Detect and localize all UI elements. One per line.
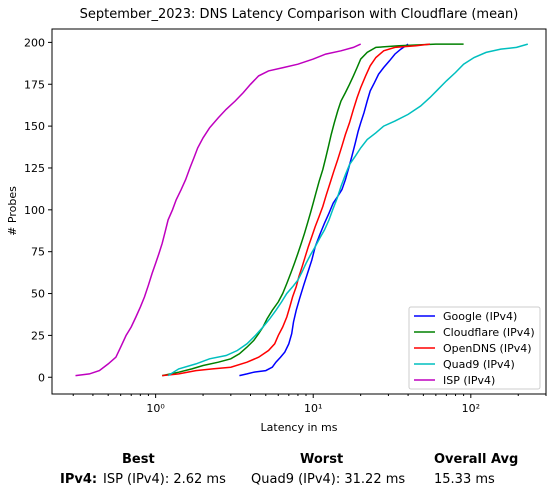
y-tick-label: 50 (31, 288, 45, 301)
summary-header-avg: Overall Avg (434, 452, 519, 467)
y-axis-label: # Probes (6, 186, 19, 236)
x-tick-label: 10² (462, 402, 480, 415)
summary-header-best: Best (122, 452, 155, 467)
axes-layer: 0 25 50 75 100 125 150 175 200 10⁰ 10¹ 10² (24, 36, 547, 415)
legend: Google (IPv4) Cloudflare (IPv4) OpenDNS (I… (408, 306, 541, 390)
legend-label-4: ISP (IPv4) (443, 374, 495, 387)
y-tick-label: 25 (31, 329, 45, 342)
y-tick-label: 0 (38, 371, 45, 384)
series-layer (75, 43, 529, 377)
summary-avg-value: 15.33 ms (434, 472, 495, 487)
legend-label-1: Cloudflare (IPv4) (443, 326, 535, 339)
summary-best-value: ISP (IPv4): 2.62 ms (103, 472, 226, 487)
series-line-1 (162, 43, 464, 377)
plot-frame (51, 28, 547, 395)
y-tick-label: 150 (24, 120, 45, 133)
y-tick-label: 200 (24, 36, 45, 49)
y-tick-label: 100 (24, 204, 45, 217)
chart-title: September_2023: DNS Latency Comparison w… (80, 7, 519, 22)
y-tick-label: 125 (24, 162, 45, 175)
legend-label-3: Quad9 (IPv4) (443, 358, 515, 371)
summary-header-worst: Worst (300, 452, 344, 467)
summary-worst-value: Quad9 (IPv4): 31.22 ms (251, 472, 406, 487)
summary-row-label: IPv4: (60, 472, 98, 487)
y-tick-label: 75 (31, 246, 45, 259)
series-line-2 (162, 43, 430, 377)
series-line-0 (239, 43, 409, 377)
legend-label-0: Google (IPv4) (443, 310, 517, 323)
legend-box (408, 306, 541, 390)
legend-label-2: OpenDNS (IPv4) (443, 342, 532, 355)
x-axis-label: Latency in ms (261, 421, 338, 434)
series-line-3 (167, 43, 529, 377)
x-tick-label: 10⁰ (146, 402, 165, 415)
y-tick-label: 175 (24, 78, 45, 91)
series-line-4 (75, 43, 362, 377)
latency-chart: September_2023: DNS Latency Comparison w… (6, 7, 547, 434)
x-tick-label: 10¹ (304, 402, 322, 415)
